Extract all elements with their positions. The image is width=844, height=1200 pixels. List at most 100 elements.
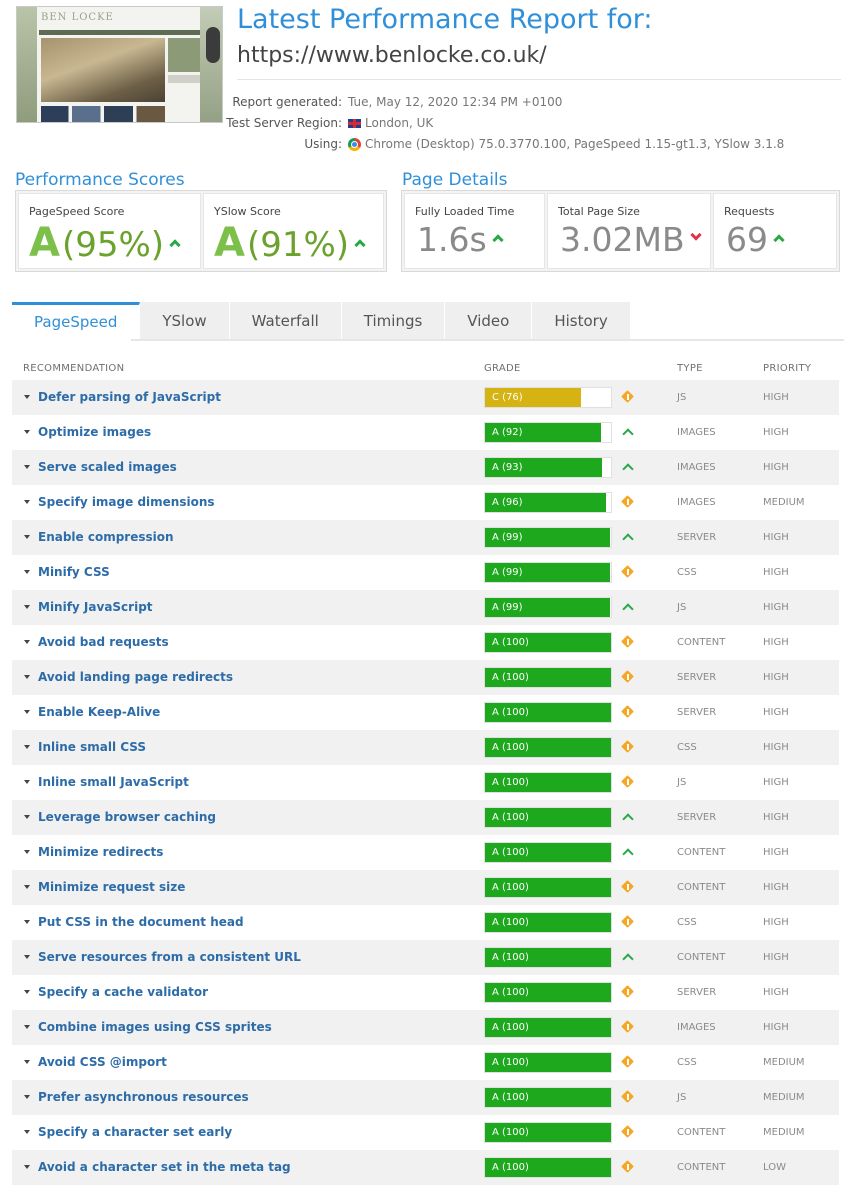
recommendation-name[interactable]: Defer parsing of JavaScript	[38, 390, 221, 404]
grade-bar: A (93)	[484, 457, 612, 478]
column-header-type[interactable]: TYPE	[677, 363, 703, 374]
tab-pagespeed[interactable]: PageSpeed	[12, 302, 141, 340]
recommendation-type: SERVER	[677, 987, 717, 998]
table-row[interactable]: Minify JavaScript A (99) JS HIGH	[12, 590, 839, 625]
table-row[interactable]: Prefer asynchronous resources A (100) JS ME…	[12, 1080, 839, 1115]
recommendation-priority: HIGH	[763, 672, 789, 683]
table-row[interactable]: Inline small CSS A (100) CSS HIGH	[12, 730, 839, 765]
recommendation-name[interactable]: Specify a character set early	[38, 1125, 233, 1139]
recommendation-name[interactable]: Inline small CSS	[38, 740, 147, 754]
expand-caret-icon[interactable]	[24, 570, 30, 574]
requests-card[interactable]: Requests 69	[713, 193, 837, 269]
table-row[interactable]: Specify a character set early A (100) CONT…	[12, 1115, 839, 1150]
fully-loaded-time-value: 1.6s	[417, 220, 487, 259]
recommendation-name[interactable]: Minify CSS	[38, 565, 110, 579]
recommendation-name[interactable]: Minimize request size	[38, 880, 186, 894]
recommendation-name[interactable]: Leverage browser caching	[38, 810, 216, 824]
grade-bar-fill	[485, 1123, 611, 1142]
table-row[interactable]: Specify a cache validator A (100) SERVER HI…	[12, 975, 839, 1010]
recommendation-name[interactable]: Avoid landing page redirects	[38, 670, 233, 684]
recommendation-name[interactable]: Minify JavaScript	[38, 600, 153, 614]
meta-row-region: Test Server Region: London, UK	[200, 113, 820, 134]
pagespeed-score-card[interactable]: PageSpeed Score A (95%)	[18, 193, 201, 269]
tab-video[interactable]: Video	[445, 302, 533, 340]
tab-history[interactable]: History	[532, 302, 631, 340]
recommendation-name[interactable]: Inline small JavaScript	[38, 775, 189, 789]
table-row[interactable]: Avoid CSS @import A (100) CSS MEDIUM	[12, 1045, 839, 1080]
expand-caret-icon[interactable]	[24, 920, 30, 924]
recommendation-name[interactable]: Avoid a character set in the meta tag	[38, 1160, 291, 1174]
expand-caret-icon[interactable]	[24, 955, 30, 959]
expand-caret-icon[interactable]	[24, 605, 30, 609]
table-row[interactable]: Put CSS in the document head A (100) CSS HI…	[12, 905, 839, 940]
expand-caret-icon[interactable]	[24, 885, 30, 889]
report-tabs: PageSpeed YSlow Waterfall Timings Video …	[12, 302, 631, 340]
expand-caret-icon[interactable]	[24, 745, 30, 749]
expand-caret-icon[interactable]	[24, 465, 30, 469]
table-row[interactable]: Minimize request size A (100) CONTENT HIGH	[12, 870, 839, 905]
table-row[interactable]: Minimize redirects A (100) CONTENT HIGH	[12, 835, 839, 870]
expand-caret-icon[interactable]	[24, 1095, 30, 1099]
recommendation-name[interactable]: Serve scaled images	[38, 460, 177, 474]
grade-label: A (99)	[492, 602, 523, 613]
fully-loaded-time-card[interactable]: Fully Loaded Time 1.6s	[404, 193, 545, 269]
table-row[interactable]: Serve resources from a consistent URL A (…	[12, 940, 839, 975]
recommendation-priority: HIGH	[763, 602, 789, 613]
tab-timings[interactable]: Timings	[341, 302, 446, 340]
grade-label: A (100)	[492, 1092, 529, 1103]
recommendation-name[interactable]: Avoid CSS @import	[38, 1055, 167, 1069]
trend-up-icon	[773, 234, 785, 246]
recommendation-name[interactable]: Combine images using CSS sprites	[38, 1020, 272, 1034]
expand-caret-icon[interactable]	[24, 1130, 30, 1134]
expand-caret-icon[interactable]	[24, 1025, 30, 1029]
recommendation-name[interactable]: Serve resources from a consistent URL	[38, 950, 301, 964]
expand-caret-icon[interactable]	[24, 500, 30, 504]
expand-caret-icon[interactable]	[24, 640, 30, 644]
recommendation-name[interactable]: Prefer asynchronous resources	[38, 1090, 249, 1104]
table-row[interactable]: Enable compression A (99) SERVER HIGH	[12, 520, 839, 555]
yslow-score-card[interactable]: YSlow Score A (91%)	[203, 193, 384, 269]
expand-caret-icon[interactable]	[24, 395, 30, 399]
table-row[interactable]: Leverage browser caching A (100) SERVER HIG…	[12, 800, 839, 835]
table-row[interactable]: Avoid landing page redirects A (100) SERVE…	[12, 660, 839, 695]
column-header-priority[interactable]: PRIORITY	[763, 363, 812, 374]
expand-caret-icon[interactable]	[24, 710, 30, 714]
recommendation-name[interactable]: Enable Keep-Alive	[38, 705, 161, 719]
column-header-recommendation[interactable]: RECOMMENDATION	[23, 363, 125, 374]
expand-caret-icon[interactable]	[24, 990, 30, 994]
expand-caret-icon[interactable]	[24, 815, 30, 819]
site-screenshot-thumbnail[interactable]: BEN LOCKE	[16, 6, 223, 123]
table-row[interactable]: Enable Keep-Alive A (100) SERVER HIGH	[12, 695, 839, 730]
column-header-grade[interactable]: GRADE	[484, 363, 521, 374]
recommendation-name[interactable]: Avoid bad requests	[38, 635, 169, 649]
tab-yslow[interactable]: YSlow	[140, 302, 230, 340]
table-row[interactable]: Optimize images A (92) IMAGES HIGH	[12, 415, 839, 450]
recommendation-name[interactable]: Specify image dimensions	[38, 495, 215, 509]
expand-caret-icon[interactable]	[24, 535, 30, 539]
recommendation-name[interactable]: Specify a cache validator	[38, 985, 209, 999]
trend-neutral-icon	[622, 776, 634, 788]
recommendation-name[interactable]: Optimize images	[38, 425, 152, 439]
expand-caret-icon[interactable]	[24, 430, 30, 434]
total-page-size-card[interactable]: Total Page Size 3.02MB	[547, 193, 711, 269]
table-row[interactable]: Minify CSS A (99) CSS HIGH	[12, 555, 839, 590]
expand-caret-icon[interactable]	[24, 1060, 30, 1064]
recommendation-name[interactable]: Put CSS in the document head	[38, 915, 244, 929]
table-row[interactable]: Combine images using CSS sprites A (100) I…	[12, 1010, 839, 1045]
expand-caret-icon[interactable]	[24, 675, 30, 679]
table-row[interactable]: Specify image dimensions A (96) IMAGES MEDI…	[12, 485, 839, 520]
recommendation-name[interactable]: Enable compression	[38, 530, 174, 544]
recommendation-type: SERVER	[677, 532, 717, 543]
expand-caret-icon[interactable]	[24, 780, 30, 784]
tab-waterfall[interactable]: Waterfall	[229, 302, 342, 340]
table-row[interactable]: Defer parsing of JavaScript C (76) JS HIGH	[12, 380, 839, 415]
table-row[interactable]: Serve scaled images A (93) IMAGES HIGH	[12, 450, 839, 485]
report-url[interactable]: https://www.benlocke.co.uk/	[237, 43, 547, 68]
table-row[interactable]: Avoid a character set in the meta tag A (…	[12, 1150, 839, 1185]
recommendation-name[interactable]: Minimize redirects	[38, 845, 164, 859]
trend-down-icon	[689, 229, 702, 241]
table-row[interactable]: Avoid bad requests A (100) CONTENT HIGH	[12, 625, 839, 660]
expand-caret-icon[interactable]	[24, 850, 30, 854]
table-row[interactable]: Inline small JavaScript A (100) JS HIGH	[12, 765, 839, 800]
expand-caret-icon[interactable]	[24, 1165, 30, 1169]
